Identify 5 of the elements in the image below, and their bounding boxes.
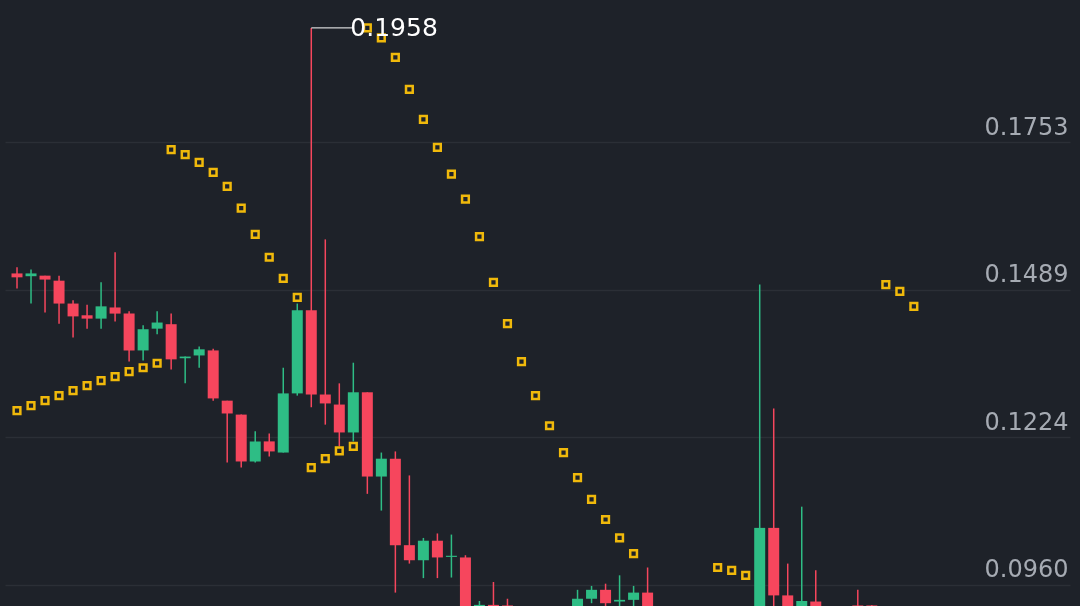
y-tick-label: 0.1489 [984,260,1069,289]
y-tick-label: 0.0960 [984,555,1069,584]
y-tick-label: 0.1753 [984,112,1069,141]
y-tick-label: 0.1224 [984,407,1069,436]
annotation: 0.1958 [350,12,438,42]
